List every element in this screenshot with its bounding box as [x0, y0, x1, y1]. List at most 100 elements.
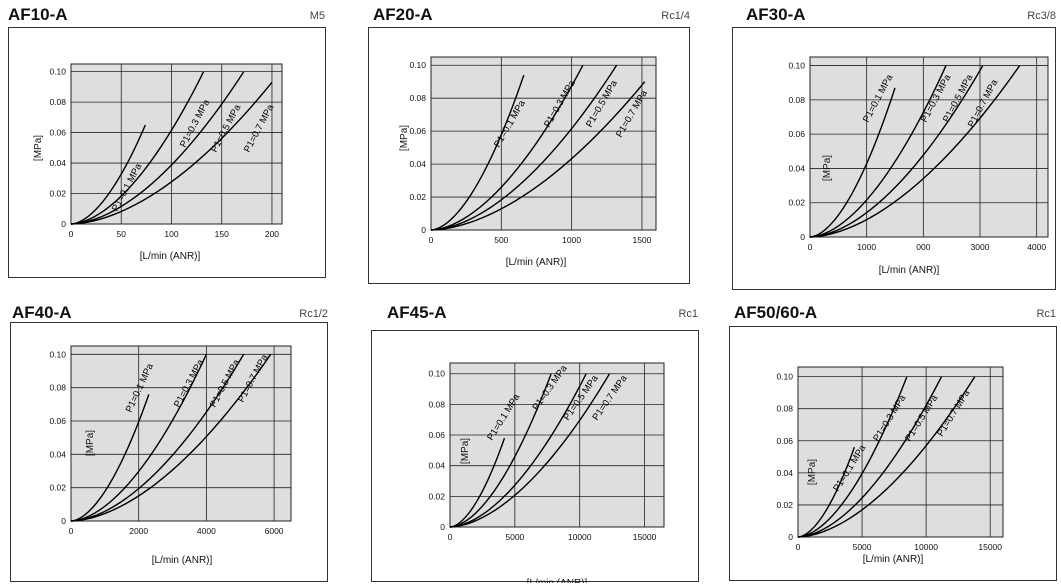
y-tick-label: 0.04: [49, 158, 66, 168]
x-tick-label: 1000: [857, 242, 876, 252]
x-tick-label: 0: [808, 242, 813, 252]
x-tick-label: 50: [117, 229, 127, 239]
series-line-1: [430, 74, 525, 231]
x-axis-label: [L/min (ANR)]: [527, 578, 588, 583]
y-tick-label: 0.02: [49, 189, 66, 199]
series-line-4: [797, 376, 976, 538]
series-line-3: [70, 353, 245, 522]
y-tick-label: 0: [440, 522, 445, 532]
series-line-4: [430, 81, 646, 231]
x-axis-label: [L/min (ANR)]: [879, 265, 940, 276]
y-tick-label: 0.02: [776, 500, 793, 510]
chart-plot-af10: 00.020.040.060.080.100 50 100 150 200P1=0.1 …: [33, 63, 283, 262]
y-tick-label: 0: [788, 532, 793, 542]
chart-title: AF20-A: [373, 5, 433, 24]
x-tick-label: 15000: [978, 542, 1002, 552]
chart-plot-af30: 00.020.040.060.080.100 1000 000 3000 4000P1=…: [788, 56, 1049, 276]
plot-area: [797, 366, 1004, 538]
series-line-2: [809, 65, 947, 238]
series-line-3: [70, 71, 245, 225]
y-axis-label: [MPa]: [822, 155, 833, 181]
x-tick-label: 1500: [632, 235, 651, 245]
plot-area: [70, 345, 292, 522]
chart-plot-af45: 00.020.040.060.080.100 5000 10000 15000P1=0…: [428, 362, 665, 583]
series-line-3: [449, 373, 587, 528]
x-axis-label: [L/min (ANR)]: [152, 555, 213, 566]
series-line-1: [70, 124, 146, 225]
port-size-label: Rc3/8: [1027, 10, 1056, 22]
x-tick-label: 1000: [562, 235, 581, 245]
series-line-4: [809, 65, 1021, 238]
port-size-label: Rc1/2: [299, 308, 328, 320]
y-axis-label: [MPa]: [460, 438, 471, 464]
y-tick-label: 0: [421, 225, 426, 235]
plot-area: [430, 56, 657, 231]
x-tick-label: 5000: [505, 532, 524, 542]
x-axis-label: [L/min (ANR)]: [863, 554, 924, 565]
x-axis-label: [L/min (ANR)]: [140, 251, 201, 262]
y-tick-label: 0: [61, 516, 66, 526]
y-tick-label: 0.02: [409, 192, 426, 202]
x-tick-label: 0: [69, 526, 74, 536]
y-axis-label: [MPa]: [399, 125, 410, 151]
x-tick-label: 0: [429, 235, 434, 245]
x-tick-label: 000: [916, 242, 930, 252]
y-tick-label: 0.10: [776, 372, 793, 382]
y-tick-label: 0.04: [49, 449, 66, 459]
chart-frame: 0 0.02 0.04 0.06 0.08 0.10 0 500 1000 1500 P1=0.1 …: [368, 27, 690, 284]
y-tick-label: 0.08: [49, 383, 66, 393]
plot-area: [449, 362, 665, 528]
y-tick-label: 0.08: [49, 97, 66, 107]
y-tick-label: 0: [61, 219, 66, 229]
series-line-1: [449, 437, 506, 528]
chart-plot-af50-60: 00.020.040.060.080.100 5000 10000 15000P1=0…: [776, 366, 1004, 565]
y-tick-label: 0.08: [428, 399, 445, 409]
y-tick-label: 0.06: [776, 436, 793, 446]
y-tick-label: 0.04: [409, 159, 426, 169]
port-size-label: M5: [309, 10, 325, 22]
y-tick-label: 0.08: [788, 95, 805, 105]
x-tick-label: 0: [69, 229, 74, 239]
y-tick-label: 0.08: [409, 93, 426, 103]
y-tick-label: 0.10: [409, 60, 426, 70]
y-tick-label: 0.10: [428, 369, 445, 379]
chart-title: AF10-A: [8, 5, 68, 24]
series-line-2: [797, 376, 908, 538]
chart-frame: 0 0.02 0.04 0.06 0.08 0.10 0 1000 000 3000 4000 P1=…: [732, 27, 1056, 290]
x-tick-label: 0: [448, 532, 453, 542]
port-size-label: Rc1/4: [661, 10, 690, 22]
x-tick-label: 6000: [265, 526, 284, 536]
series-line-2: [70, 71, 205, 225]
chart-title: AF30-A: [746, 5, 806, 24]
chart-frame: 0 0.02 0.04 0.06 0.08 0.10 0 5000 10000 15000 P1=0…: [371, 330, 699, 583]
x-tick-label: 3000: [971, 242, 990, 252]
y-tick-label: 0.02: [788, 198, 805, 208]
y-tick-label: 0.06: [409, 126, 426, 136]
series-line-4: [70, 81, 273, 225]
series-line-1: [809, 87, 896, 238]
series-line-3: [809, 65, 984, 238]
x-tick-label: 15000: [633, 532, 657, 542]
y-axis-label: [MPa]: [85, 430, 96, 456]
y-tick-label: 0.02: [428, 491, 445, 501]
x-tick-label: 0: [796, 542, 801, 552]
y-tick-label: 0.06: [788, 129, 805, 139]
x-tick-label: 500: [494, 235, 508, 245]
x-tick-label: 200: [265, 229, 279, 239]
x-tick-label: 5000: [853, 542, 872, 552]
chart-title: AF40-A: [12, 303, 72, 322]
y-tick-label: 0.06: [49, 416, 66, 426]
series-line-2: [449, 373, 552, 528]
x-tick-label: 10000: [914, 542, 938, 552]
y-tick-label: 0.08: [776, 404, 793, 414]
y-tick-label: 0.10: [49, 349, 66, 359]
series-line-2: [70, 354, 208, 522]
x-tick-label: 10000: [568, 532, 592, 542]
y-tick-label: 0.06: [49, 128, 66, 138]
y-tick-label: 0.10: [788, 61, 805, 71]
x-axis-label: [L/min (ANR)]: [506, 257, 567, 268]
y-tick-label: 0.04: [428, 461, 445, 471]
chart-plot-af40: 00.020.040.060.080.100 2000 4000 6000P1=0.1…: [49, 345, 292, 566]
y-tick-label: 0: [800, 232, 805, 242]
y-axis-label: [MPa]: [33, 135, 44, 161]
